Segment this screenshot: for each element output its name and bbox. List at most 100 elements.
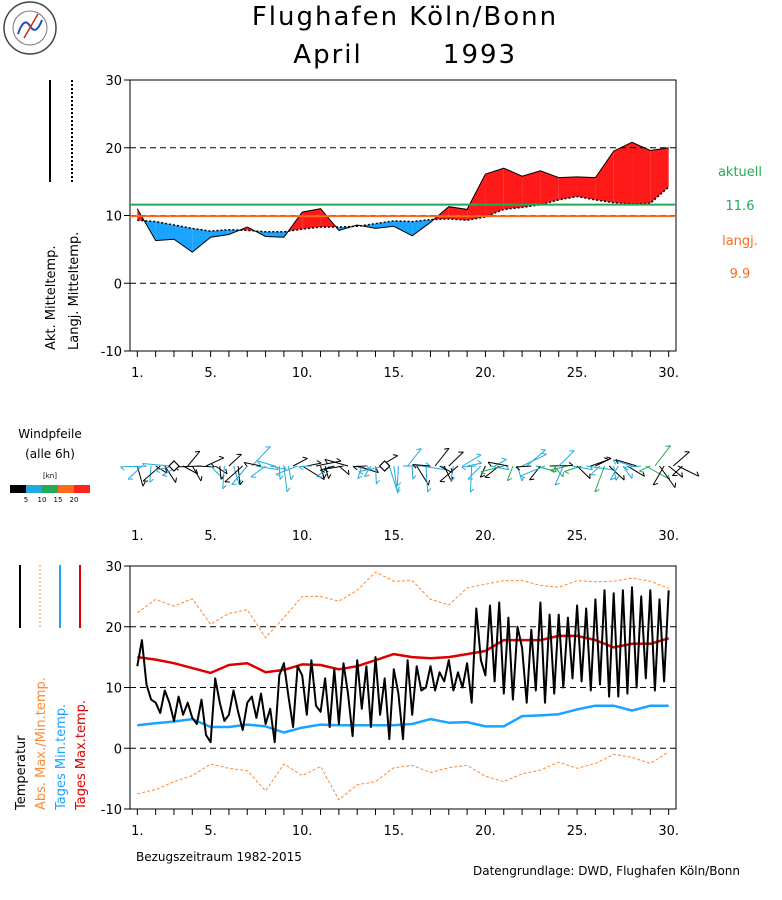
cold-anomaly-fill	[173, 224, 193, 253]
wind-arrow	[411, 465, 414, 480]
wind-arrow-barb	[302, 456, 308, 459]
wind-arrow	[320, 465, 335, 471]
wind-arrow	[609, 465, 619, 480]
wind-arrow	[142, 462, 170, 467]
wind-arrow-barb	[375, 468, 379, 473]
wind-scale-lt5	[10, 485, 26, 493]
wind-arrow	[155, 465, 168, 474]
wind-arrow	[393, 465, 398, 494]
wind-arrow	[461, 465, 477, 468]
mean-temperature-plot	[124, 79, 677, 357]
wind-arrow	[480, 465, 504, 473]
wind-arrow	[521, 453, 547, 467]
wind-arrow	[214, 465, 228, 475]
wind-arrow-barb	[396, 482, 402, 487]
wind-arrow	[590, 465, 601, 476]
reference-period: Bezugszeitraum 1982-2015	[136, 850, 302, 864]
wind-x-tick-label: 30.	[658, 529, 679, 544]
wind-arrow	[467, 465, 482, 480]
wind-arrow-barb	[149, 478, 154, 483]
wind-arrow-barb	[358, 471, 364, 475]
wind-arrow	[250, 465, 266, 478]
wind-arrow-barb	[554, 482, 560, 486]
wind-arrow-barb	[347, 469, 350, 475]
wind-arrow	[412, 463, 431, 467]
wind-arrow-barb	[162, 474, 168, 477]
wind-arrow-barb	[142, 481, 146, 487]
wind-arrow	[515, 465, 532, 468]
legend-temperature-label: Temperatur	[14, 735, 29, 811]
warm-anomaly-fill	[632, 142, 651, 204]
wind-arrow-barb	[210, 463, 215, 468]
daily-temp-x-tick-label: 10.	[292, 824, 313, 839]
current-mean-value: 11.6	[726, 199, 755, 214]
actual-mean-series-line	[136, 141, 669, 253]
wind-axis-ticks: 1. 5. 10. 15. 20. 25. 30.	[131, 529, 679, 544]
wind-arrow-barb	[480, 474, 486, 478]
wind-arrow	[210, 465, 224, 480]
wind-arrow	[306, 462, 322, 467]
mean-temp-y-tick-label: 20	[105, 142, 122, 157]
daily-temp-y-tick-label: -10	[101, 803, 122, 818]
wind-arrow	[364, 465, 372, 477]
mean-temp-y-tick-label: 10	[105, 210, 122, 225]
wind-arrow	[396, 465, 399, 486]
wind-scale-label-20: 20	[70, 496, 79, 504]
wind-arrow-barb	[324, 459, 328, 464]
wind-arrow	[257, 460, 275, 467]
abs-max-series-line	[137, 571, 669, 639]
wind-arrow	[287, 465, 292, 480]
wind-arrow-barb	[520, 475, 526, 479]
wind-arrow	[572, 465, 593, 471]
daily-temp-x-tick-label: 25.	[567, 824, 588, 839]
wind-arrow	[624, 465, 642, 468]
wind-x-tick-label: 20.	[475, 529, 496, 544]
wind-arrow-barb	[681, 472, 684, 478]
wind-arrow	[231, 465, 248, 485]
legend-abs-label: Abs. Max./Min.temp.	[34, 677, 49, 810]
wind-arrow	[164, 465, 177, 483]
wind-arrow-barb	[427, 487, 432, 493]
wind-arrow-barb	[476, 453, 482, 456]
mean-temp-x-tick-label: 30.	[658, 366, 679, 381]
wind-arrow-barb	[279, 475, 284, 480]
wind-arrow	[553, 465, 564, 478]
wind-arrow	[233, 465, 240, 485]
wind-arrows-panel: Windpfeile (alle 6h) [kn] 5 10 15 20 1. 5…	[10, 427, 700, 544]
wind-arrow	[434, 448, 450, 467]
mean-temperature-axis-ticks: -10 0 10 20 30 1. 5. 10. 15. 20. 25. 30.	[101, 74, 679, 381]
data-source: Datengrundlage: DWD, Flughafen Köln/Bonn	[473, 864, 740, 878]
wind-arrow-barb	[665, 445, 671, 448]
wind-arrow	[550, 465, 569, 471]
wind-arrow	[506, 465, 514, 481]
wind-arrow-barb	[218, 455, 224, 459]
wind-arrow	[489, 465, 510, 471]
wind-arrow	[323, 465, 344, 470]
wind-arrow	[292, 457, 308, 467]
wind-arrow-barb	[120, 466, 125, 471]
wind-arrow	[467, 462, 482, 467]
wind-arrow	[191, 465, 202, 482]
wind-arrow-barb	[594, 489, 600, 493]
legend-longterm-label: Langj. Mitteltemp.	[67, 232, 82, 350]
warm-anomaly-fill	[522, 170, 541, 208]
warm-anomaly-fill	[595, 151, 614, 203]
wind-arrow	[142, 465, 161, 482]
wind-subtitle: (alle 6h)	[25, 447, 75, 461]
warm-anomaly-fill	[613, 142, 633, 204]
chart-title-month: April	[293, 40, 362, 70]
warm-anomaly-fill	[467, 174, 486, 221]
warm-anomaly-fill	[503, 168, 523, 210]
wind-arrow	[270, 465, 287, 470]
wind-arrow-glyphs	[120, 445, 700, 494]
mean-temp-x-tick-label: 20.	[475, 366, 496, 381]
wind-arrow	[520, 465, 546, 477]
wind-arrow-barb	[416, 448, 422, 450]
wind-arrow-barb	[412, 475, 417, 480]
wind-arrow-barb	[624, 466, 629, 471]
wind-arrow	[608, 465, 625, 481]
cold-anomaly-fill	[412, 219, 431, 236]
wind-arrow-barb	[501, 457, 507, 460]
wind-arrow-barb	[487, 461, 492, 467]
wind-arrow-barb	[461, 466, 466, 471]
